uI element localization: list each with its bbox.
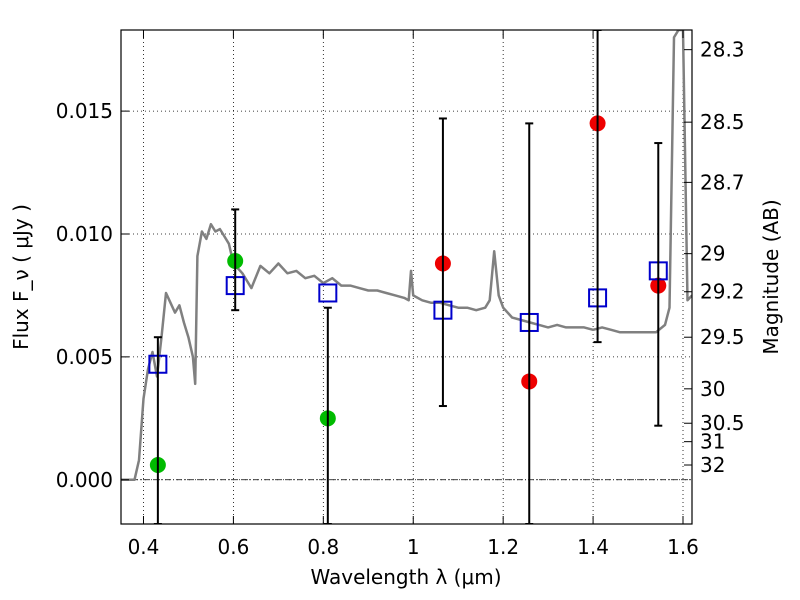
- y-axis-title: Flux F_ν ( μJy ): [9, 204, 33, 350]
- right-tick-label: 28.5: [700, 110, 745, 134]
- x-tick-label: 0.6: [217, 535, 249, 559]
- plot-area: [121, 30, 692, 524]
- model-photometry-square: [318, 283, 338, 303]
- x-tick-label: 1.2: [487, 535, 519, 559]
- x-tick-label: 0.8: [307, 535, 339, 559]
- x-axis-title: Wavelength λ (μm): [310, 565, 501, 589]
- y-tick-label: 0.015: [56, 99, 113, 123]
- y-tick-label: 0.005: [56, 345, 113, 369]
- right-tick-label: 32: [700, 453, 725, 477]
- x-tick-label: 1.4: [577, 535, 609, 559]
- right-tick-label: 29.5: [700, 325, 745, 349]
- y-tick-label: 0.000: [56, 468, 113, 492]
- right-tick-label: 29.2: [700, 280, 745, 304]
- x-tick-label: 1: [407, 535, 420, 559]
- y-tick-label: 0.010: [56, 222, 113, 246]
- model-spectrum-line: [121, 30, 692, 482]
- right-axis-title: Magnitude (AB): [759, 199, 783, 354]
- right-tick-label: 28.3: [700, 38, 745, 62]
- plot-frame: [120, 29, 693, 525]
- x-tick-label: 0.4: [128, 535, 160, 559]
- right-tick-label: 29: [700, 242, 725, 266]
- right-tick-label: 30: [700, 377, 725, 401]
- right-tick-label: 31: [700, 430, 725, 454]
- x-tick-label: 1.6: [667, 535, 699, 559]
- right-tick-label: 30.5: [700, 411, 745, 435]
- axes: 0.4 0.6 0.8 1 1.2 1.4 1.6 0.000 0.005 0.010 0.015 2…: [56, 30, 745, 559]
- right-tick-label: 28.7: [700, 170, 745, 194]
